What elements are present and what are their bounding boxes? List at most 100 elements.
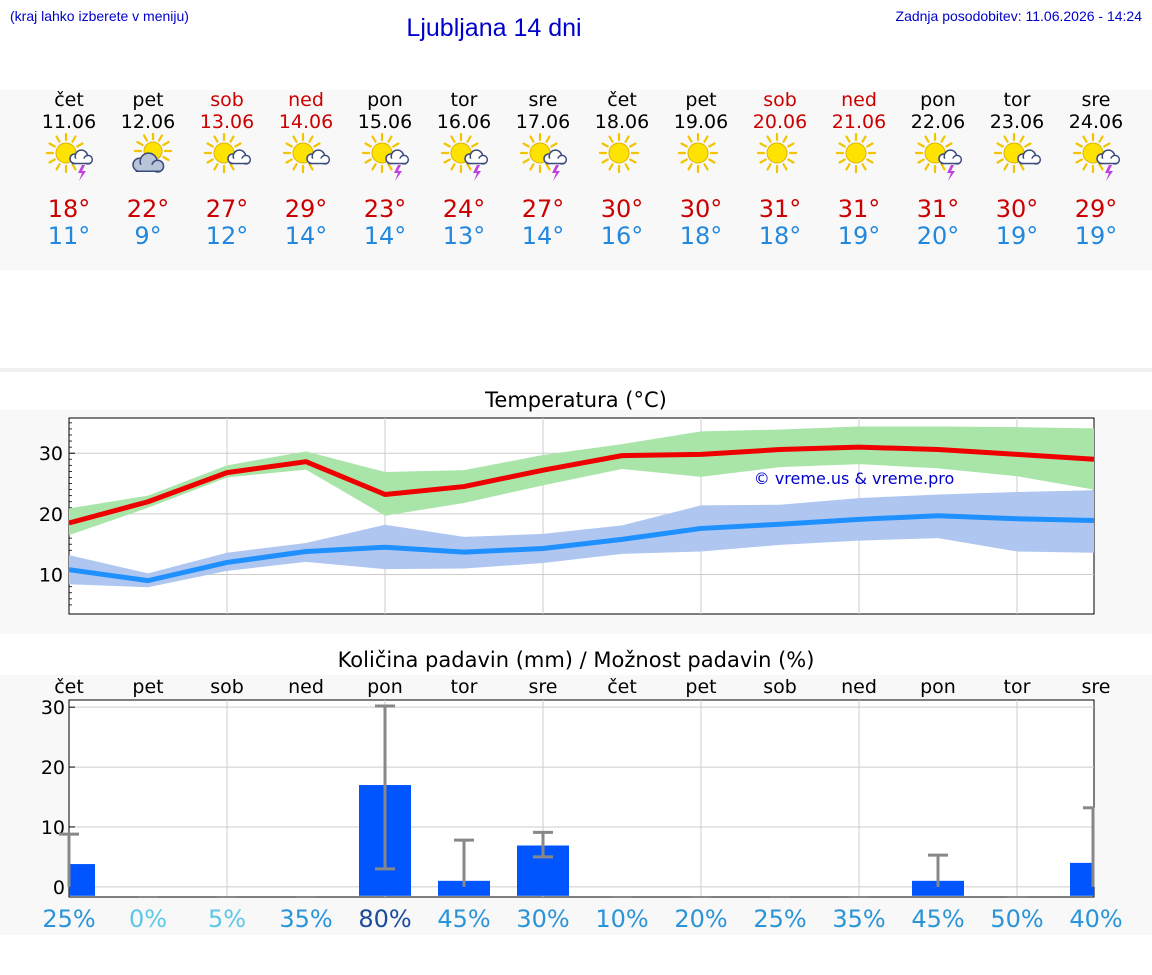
- x-category-label: sob: [763, 676, 797, 698]
- sun-ray: [162, 155, 170, 162]
- cloud-shape: [132, 152, 165, 173]
- sun-ray: [917, 142, 925, 148]
- sun-ray: [866, 158, 874, 164]
- sun-cloud-storm-icon: [915, 133, 963, 181]
- sun-shape: [678, 133, 719, 174]
- temp-max: 27°: [205, 195, 249, 223]
- day-name: čet: [607, 89, 637, 111]
- sun-ray: [55, 135, 61, 143]
- sun-ray: [285, 158, 293, 164]
- sun-ray: [1019, 163, 1025, 171]
- sun-ray: [687, 163, 693, 171]
- x-category-label: tor: [451, 676, 478, 698]
- sun-ray: [996, 142, 1004, 148]
- x-category-label: ned: [288, 676, 324, 698]
- day-name: čet: [54, 89, 84, 111]
- sun-ray: [838, 158, 846, 164]
- day-name: tor: [1003, 89, 1031, 111]
- day-date: 12.06: [120, 111, 176, 133]
- sun-ray: [703, 163, 709, 171]
- x-category-label: ned: [841, 676, 877, 698]
- sun-ray: [680, 142, 688, 148]
- cloud-shape: [385, 149, 410, 165]
- y-tick-label: 20: [41, 757, 65, 779]
- y-tick-label: 10: [41, 817, 65, 839]
- x-category-label: sre: [529, 676, 558, 698]
- sun-icon: [836, 133, 877, 174]
- cloud-shape: [227, 149, 252, 165]
- min-temp-line: [68, 513, 1095, 584]
- sun-ray: [229, 135, 235, 143]
- cloud-shape: [543, 149, 568, 165]
- sun-ray: [838, 142, 846, 148]
- location-hint: (kraj lahko izberete v meniju): [10, 8, 189, 24]
- sun-ray: [292, 163, 298, 171]
- sun-ray: [545, 163, 551, 171]
- x-category-label: sre: [1082, 676, 1111, 698]
- day-name: tor: [450, 89, 478, 111]
- precipitation-probability: 25%: [42, 905, 95, 933]
- day-name: sre: [1081, 89, 1111, 111]
- temp-max: 22°: [126, 195, 170, 223]
- temp-min: 19°: [1074, 222, 1118, 250]
- precipitation-bar: [1070, 862, 1094, 896]
- cloud-shape: [1017, 149, 1042, 165]
- x-category-label: čet: [607, 676, 637, 698]
- sun-disc: [766, 142, 788, 164]
- day-name: sob: [210, 89, 244, 111]
- sun-ray: [940, 135, 946, 143]
- precipitation-bar: [912, 880, 964, 896]
- sun-ray: [364, 142, 372, 148]
- sun-ray: [608, 135, 614, 143]
- sun-ray: [759, 142, 767, 148]
- sun-ray: [708, 158, 716, 164]
- sun-ray: [866, 142, 874, 148]
- temp-max: 18°: [47, 195, 91, 223]
- sun-ray: [708, 142, 716, 148]
- cloud-shape: [464, 149, 489, 165]
- day-name: pet: [132, 89, 164, 111]
- precipitation-probability: 20%: [674, 905, 727, 933]
- day-date: 20.06: [752, 111, 808, 133]
- temp-min: 9°: [134, 222, 162, 250]
- temp-max: 29°: [284, 195, 328, 223]
- section-divider: [0, 368, 1152, 372]
- sun-ray: [687, 135, 693, 143]
- cloud-shape: [1096, 149, 1121, 165]
- precipitation-bar: [438, 880, 490, 896]
- y-tick-label: 20: [39, 504, 63, 526]
- sun-ray: [466, 135, 472, 143]
- sun-ray: [76, 142, 84, 148]
- temp-min: 18°: [679, 222, 723, 250]
- sun-ray: [601, 158, 609, 164]
- day-date: 13.06: [199, 111, 255, 133]
- sun-disc: [845, 142, 867, 164]
- temp-max: 27°: [521, 195, 565, 223]
- sun-ray: [285, 142, 293, 148]
- sun-ray: [206, 142, 214, 148]
- lightning-bolt: [947, 165, 955, 181]
- sun-cloud-storm-icon: [46, 133, 94, 181]
- temp-min: 13°: [442, 222, 486, 250]
- sun-shape: [757, 133, 798, 174]
- y-tick-label: 0: [53, 877, 65, 899]
- day-date: 22.06: [910, 111, 966, 133]
- sun-disc: [608, 142, 630, 164]
- x-category-label: pon: [367, 676, 403, 698]
- daily-summary-band: [0, 90, 1152, 270]
- sun-ray: [71, 163, 77, 171]
- sun-shape: [836, 133, 877, 174]
- sun-ray: [1098, 135, 1104, 143]
- sun-ray: [924, 163, 930, 171]
- cloud-body: [390, 158, 405, 164]
- sun-ray: [1098, 163, 1104, 171]
- sun-ray: [940, 163, 946, 171]
- sun-ray: [529, 163, 535, 171]
- sun-ray: [206, 158, 214, 164]
- sun-ray: [782, 163, 788, 171]
- temp-min: 20°: [916, 222, 960, 250]
- sun-ray: [601, 142, 609, 148]
- cloud-shape: [938, 149, 963, 165]
- sun-ray: [136, 140, 144, 147]
